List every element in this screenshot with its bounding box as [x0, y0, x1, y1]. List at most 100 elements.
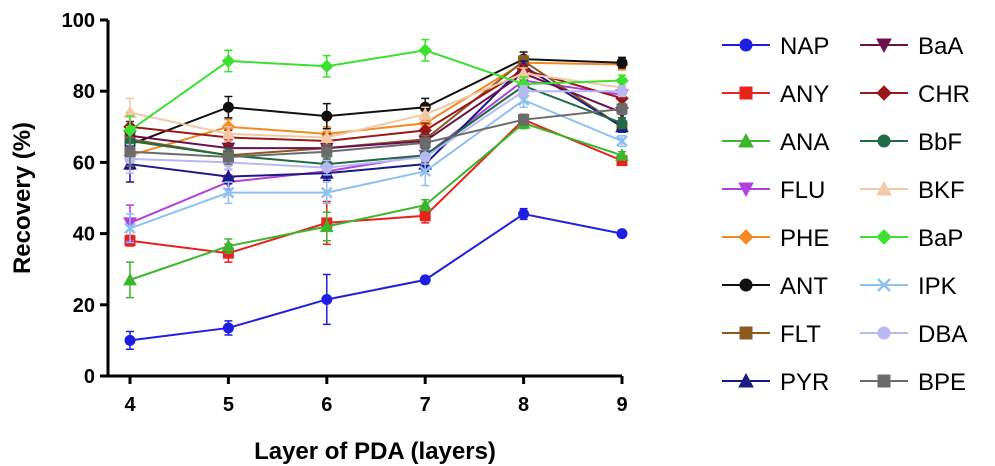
legend-item-nap: NAP: [722, 33, 829, 60]
ana-point: [615, 148, 629, 161]
ant-point: [321, 110, 333, 122]
ana-point: [418, 198, 433, 211]
plot-area: [123, 38, 629, 351]
ana-point: [123, 272, 137, 286]
legend-label-nap: NAP: [780, 33, 829, 60]
bap-point: [615, 73, 629, 88]
series-bpe: [124, 102, 628, 167]
series-ipk: [124, 92, 628, 244]
legend-label-dba: DBA: [918, 321, 967, 348]
legend-marker-ant: [739, 278, 753, 292]
legend-marker-pyr: [738, 372, 754, 388]
ana-point: [221, 239, 236, 252]
bap-point: [418, 43, 432, 57]
ant-point: [616, 57, 628, 69]
bpe-line: [129, 108, 623, 159]
dba-point: [419, 151, 431, 163]
x-tick-label: 9: [616, 394, 627, 416]
y-tick-label: 40: [73, 224, 95, 246]
legend-label-ana: ANA: [780, 129, 829, 156]
ipk-point: [616, 135, 628, 147]
dba-point: [518, 85, 530, 97]
nap-point: [124, 334, 136, 346]
bpe-point: [124, 146, 136, 158]
legend-item-any: ANY: [722, 81, 829, 108]
x-axis-title: Layer of PDA (layers): [254, 438, 496, 465]
bpe-point: [222, 151, 234, 163]
legend-label-flu: FLU: [780, 177, 825, 204]
any-line: [129, 118, 623, 255]
dba-line: [129, 90, 622, 169]
legend-marker-chr: [876, 85, 892, 101]
x-tick-label: 7: [420, 394, 431, 416]
ipk-point: [222, 186, 235, 199]
legend-label-bpe: BPE: [918, 369, 966, 396]
legend-marker-flu: [738, 182, 754, 198]
nap-point: [321, 293, 333, 305]
legend-marker-bpe: [877, 374, 891, 388]
ant-point: [222, 101, 234, 113]
dba-point: [616, 85, 628, 97]
legend-label-any: ANY: [780, 81, 829, 108]
legend-item-bbf: BbF: [860, 129, 962, 156]
legend-item-bkf: BKF: [860, 177, 965, 204]
bkf-point: [221, 126, 236, 140]
legend-label-ant: ANT: [780, 273, 828, 300]
legend-item-flt: FLT: [722, 321, 821, 348]
ipk-point: [320, 186, 333, 199]
y-tick-label: 0: [84, 366, 95, 388]
bap-point: [123, 123, 137, 138]
nap-point: [616, 228, 628, 240]
bap-line: [129, 49, 623, 132]
bkf-line: [129, 72, 623, 139]
legend-item-ipk: IPK: [860, 273, 957, 300]
x-tick-label: 6: [321, 394, 332, 416]
legend-label-baa: BaA: [918, 33, 963, 60]
legend-item-bpe: BPE: [860, 369, 966, 396]
baa-line: [129, 72, 623, 150]
legend-label-phe: PHE: [780, 225, 829, 252]
ipk-point: [124, 222, 136, 235]
bap-point: [221, 54, 236, 68]
nap-point: [419, 274, 431, 286]
dba-point: [321, 162, 333, 174]
legend-item-bap: BaP: [860, 225, 963, 252]
bbf-point: [616, 117, 628, 129]
series-nap: [124, 207, 628, 351]
axes: [106, 20, 622, 378]
series-ana: [123, 116, 629, 299]
nap-point: [518, 208, 530, 220]
ana-line: [129, 122, 623, 281]
y-tick-label: 60: [73, 152, 95, 174]
legend-item-ana: ANA: [722, 129, 829, 156]
bpe-point: [616, 103, 628, 115]
legend-marker-dba: [877, 326, 891, 340]
chr-line: [129, 68, 623, 143]
legend: NAP ANY ANA FLU PHE ANT FLT PYR BaA CHR BbF BKF BaP I…: [722, 33, 970, 396]
x-tick-label: 4: [124, 394, 136, 416]
nap-point: [222, 322, 234, 334]
legend-marker-nap: [739, 38, 753, 52]
phe-line: [129, 61, 623, 157]
flt-line: [129, 59, 623, 157]
legend-label-bap: BaP: [918, 225, 963, 252]
legend-marker-ana: [738, 132, 754, 148]
legend-item-ant: ANT: [722, 273, 828, 300]
legend-item-phe: PHE: [722, 225, 829, 252]
bap-point: [320, 59, 334, 73]
y-tick-label: 80: [73, 81, 95, 103]
legend-label-pyr: PYR: [780, 369, 829, 396]
legend-marker-ipk: [877, 278, 891, 292]
x-tick-label: 8: [518, 394, 529, 416]
legend-item-pyr: PYR: [722, 369, 829, 396]
y-axis-title: Recovery (%): [9, 122, 36, 274]
nap-line: [129, 212, 623, 342]
legend-item-dba: DBA: [860, 321, 967, 348]
legend-label-ipk: IPK: [918, 273, 957, 300]
any-point: [419, 210, 431, 222]
ana-point: [319, 219, 334, 232]
bpe-point: [419, 137, 431, 149]
ant-line: [129, 58, 623, 146]
ipk-line: [129, 98, 623, 230]
